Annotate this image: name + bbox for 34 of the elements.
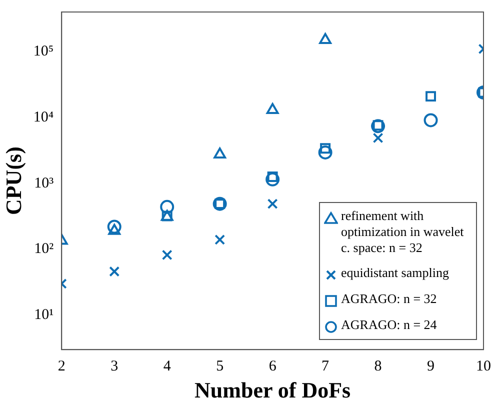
y-tick-label: 10³ xyxy=(34,175,54,192)
point xyxy=(318,145,332,160)
x-tick-label: 6 xyxy=(268,358,277,375)
x-axis-title: Number of DoFs xyxy=(194,377,352,402)
point xyxy=(266,103,279,114)
point xyxy=(426,91,436,102)
point xyxy=(162,250,172,260)
x-tick-label: 7 xyxy=(322,358,330,375)
legend-label: AGRAGO: n = 24 xyxy=(341,317,437,334)
point xyxy=(372,132,384,144)
x-tick-label: 2 xyxy=(58,358,66,375)
x-tick-label: 9 xyxy=(427,358,435,375)
point xyxy=(267,198,278,210)
x-tick-label: 5 xyxy=(216,358,224,375)
y-tick-label: 10² xyxy=(34,241,54,258)
point xyxy=(266,172,280,186)
y-axis-title: CPU(s) xyxy=(0,146,26,216)
x-tick-label: 4 xyxy=(163,358,172,375)
x-tick-label: 10 xyxy=(476,358,491,375)
legend-label: AGRAGO: n = 32 xyxy=(341,291,437,308)
x-tick-label: 3 xyxy=(110,358,118,375)
point xyxy=(424,113,438,128)
point xyxy=(160,200,174,214)
point xyxy=(214,234,226,245)
y-tick-label: 10⁴ xyxy=(33,109,54,126)
point xyxy=(109,266,120,277)
legend-label: refinement with optimization in wavelet c. space: n = 32 xyxy=(341,208,465,256)
y-tick-label: 10⁵ xyxy=(33,44,54,60)
y-tick-label: 10¹ xyxy=(34,307,54,324)
point xyxy=(371,119,386,134)
legend-label: equidistant sampling xyxy=(341,265,449,282)
point xyxy=(107,220,122,234)
x-tick-label: 8 xyxy=(374,358,382,375)
point xyxy=(319,33,332,44)
